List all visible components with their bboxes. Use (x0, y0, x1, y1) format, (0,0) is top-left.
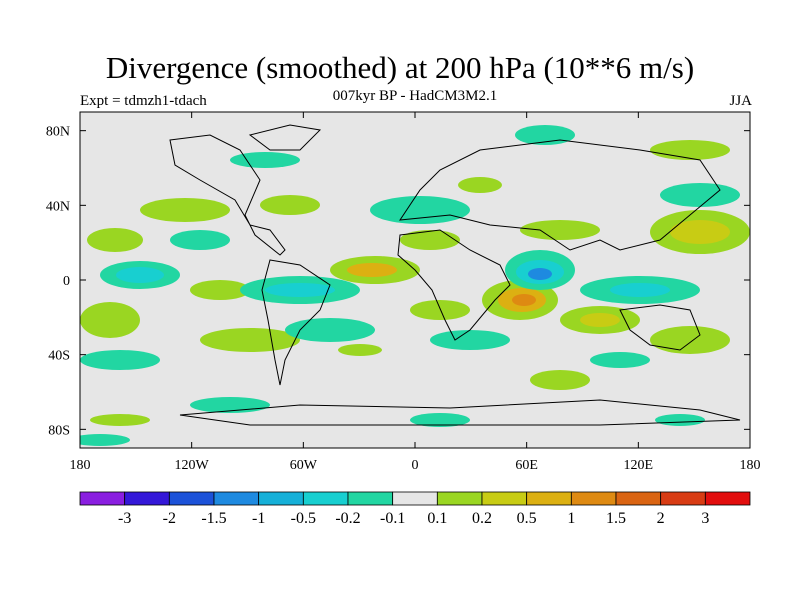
chart-title: Divergence (smoothed) at 200 hPa (10**6 … (105, 50, 695, 85)
colorbar-label: -1 (252, 510, 265, 527)
y-tick-label: 80N (46, 125, 70, 140)
experiment-label: Expt = tdmzh1-tdach (80, 93, 207, 109)
colorbar-swatch (660, 491, 706, 506)
colorbar-label: 0.2 (472, 510, 492, 527)
x-tick-label: 60W (290, 458, 318, 473)
x-tick-label: 60E (515, 458, 538, 473)
colorbar-label: 1.5 (606, 510, 626, 527)
colorbar-swatch (213, 491, 260, 506)
y-tick-label: 0 (63, 274, 70, 289)
x-tick-label: 180 (70, 458, 91, 473)
colorbar-label: 1 (567, 510, 575, 527)
colorbar: -3 -2 -1.5 -1 -0.5 -0.2 -0.1 0.1 0.2 0.5 1 1.5 2 3 (79, 491, 751, 527)
colorbar-swatch (615, 491, 662, 506)
colorbar-swatch (436, 491, 483, 506)
colorbar-label: -1.5 (201, 510, 226, 527)
colorbar-label: 3 (701, 510, 709, 527)
coastlines (169, 124, 741, 426)
y-tick-label: 80S (48, 423, 70, 438)
colorbar-swatch (258, 491, 304, 506)
colorbar-label: -3 (118, 510, 131, 527)
colorbar-swatch (302, 491, 349, 506)
y-tick-label: 40N (46, 199, 70, 214)
colorbar-label: -0.5 (291, 510, 316, 527)
colorbar-swatch (79, 491, 126, 506)
x-axis: 180 120W 60W 0 60E 120E 180 (70, 112, 761, 473)
colorbar-swatch (347, 491, 394, 506)
colorbar-swatch (704, 491, 751, 506)
colorbar-label: -0.1 (380, 510, 405, 527)
x-tick-label: 180 (740, 458, 761, 473)
colorbar-swatch (124, 491, 170, 506)
colorbar-swatch (570, 491, 617, 506)
colorbar-swatch (526, 491, 572, 506)
colorbar-label: 0.5 (517, 510, 537, 527)
colorbar-label: 2 (657, 510, 665, 527)
x-tick-label: 0 (412, 458, 419, 473)
colorbar-swatch (392, 491, 438, 506)
y-axis: 80N 40N 0 40S 80S (46, 125, 750, 438)
colorbar-label: -2 (163, 510, 176, 527)
positive-anomalies (80, 140, 750, 426)
season-label: JJA (729, 93, 752, 109)
negative-anomalies (80, 125, 740, 446)
colorbar-swatch (481, 491, 528, 506)
map-plot-area (79, 111, 751, 449)
colorbar-label: -0.2 (335, 510, 360, 527)
x-tick-label: 120W (175, 458, 210, 473)
divergence-field (80, 124, 750, 446)
x-tick-label: 120E (624, 458, 654, 473)
y-tick-label: 40S (48, 349, 70, 364)
colorbar-label: 0.1 (427, 510, 447, 527)
colorbar-swatch (168, 491, 215, 506)
chart-subtitle: 007kyr BP - HadCM3M2.1 (332, 88, 498, 104)
